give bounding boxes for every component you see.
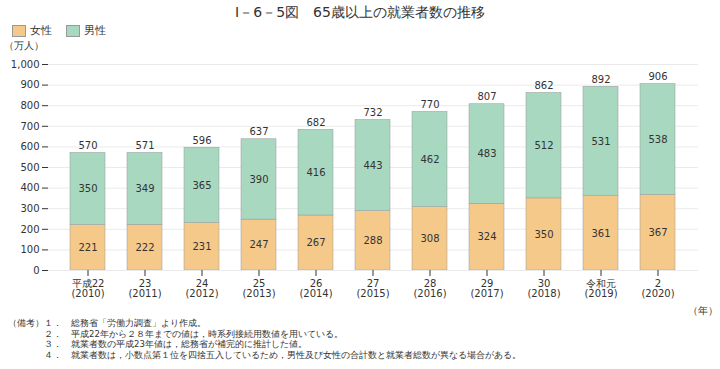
svg-text:29(2017): 29(2017) (470, 278, 503, 299)
svg-text:267: 267 (306, 237, 325, 248)
svg-text:平成22(2010): 平成22(2010) (71, 278, 104, 299)
svg-text:538: 538 (648, 134, 667, 145)
svg-text:350: 350 (534, 229, 553, 240)
svg-text:247: 247 (249, 239, 268, 250)
svg-text:570: 570 (78, 140, 97, 151)
svg-text:0: 0 (33, 265, 39, 276)
svg-text:30(2018): 30(2018) (527, 278, 560, 299)
svg-text:（万人）: （万人） (4, 40, 44, 51)
svg-text:24(2012): 24(2012) (185, 278, 218, 299)
svg-text:770: 770 (420, 99, 439, 110)
svg-text:324: 324 (477, 231, 496, 242)
svg-text:28(2016): 28(2016) (413, 278, 446, 299)
html-text:I－6－5図 65歳以上の就業者数の推移: I－6－5図 65歳以上の就業者数の推移 (235, 4, 485, 20)
svg-text:2(2020): 2(2020) (641, 278, 674, 299)
svg-text:906: 906 (648, 71, 667, 82)
html-text:男性: 男性 (84, 24, 106, 37)
svg-text:令和元(2019): 令和元(2019) (584, 278, 617, 299)
svg-text:443: 443 (363, 160, 382, 171)
svg-text:531: 531 (591, 136, 610, 147)
svg-text:596: 596 (192, 135, 211, 146)
svg-text:350: 350 (78, 183, 97, 194)
svg-text:416: 416 (306, 167, 325, 178)
svg-text:892: 892 (591, 74, 610, 85)
svg-text:390: 390 (249, 174, 268, 185)
svg-text:222: 222 (135, 242, 154, 253)
svg-text:25(2013): 25(2013) (242, 278, 275, 299)
svg-text:682: 682 (306, 117, 325, 128)
svg-text:807: 807 (477, 91, 496, 102)
svg-text:27(2015): 27(2015) (356, 278, 389, 299)
svg-text:349: 349 (135, 183, 154, 194)
svg-text:361: 361 (591, 228, 610, 239)
svg-text:700: 700 (20, 121, 39, 132)
svg-text:367: 367 (648, 227, 667, 238)
svg-text:462: 462 (420, 154, 439, 165)
svg-text:900: 900 (20, 79, 39, 90)
svg-text:512: 512 (534, 140, 553, 151)
svg-text:1,000: 1,000 (11, 59, 40, 70)
svg-text:800: 800 (20, 100, 39, 111)
svg-text:483: 483 (477, 148, 496, 159)
svg-text:500: 500 (20, 162, 39, 173)
svg-text:100: 100 (20, 244, 39, 255)
html-text:２． 平成22年から２８年までの値は，時系列接続用数値を用い: ２． 平成22年から２８年までの値は，時系列接続用数値を用いている。 (8, 328, 343, 339)
svg-text:221: 221 (78, 242, 97, 253)
svg-text:400: 400 (20, 182, 39, 193)
svg-text:600: 600 (20, 141, 39, 152)
svg-text:（年）: （年） (688, 305, 718, 316)
svg-text:365: 365 (192, 180, 211, 191)
svg-text:300: 300 (20, 203, 39, 214)
html-text:女性: 女性 (30, 24, 52, 37)
html-text:４． 就業者数は，小数点第１位を四捨五入しているため，男性及: ４． 就業者数は，小数点第１位を四捨五入しているため，男性及び女性の合計数と就業… (8, 349, 521, 360)
html-text:（備考）１． 総務省「労働力調査」より作成。: （備考）１． 総務省「労働力調査」より作成。 (8, 318, 206, 328)
html-text:３． 就業者数の平成23年値は，総務省が補完的に推計した値。: ３． 就業者数の平成23年値は，総務省が補完的に推計した値。 (8, 339, 307, 349)
svg-text:200: 200 (20, 224, 39, 235)
svg-text:231: 231 (192, 241, 211, 252)
svg-text:288: 288 (363, 235, 382, 246)
svg-text:862: 862 (534, 80, 553, 91)
svg-text:26(2014): 26(2014) (299, 278, 332, 299)
svg-text:637: 637 (249, 126, 268, 137)
svg-text:571: 571 (135, 140, 154, 151)
svg-text:308: 308 (420, 233, 439, 244)
svg-text:732: 732 (363, 107, 382, 118)
svg-text:23(2011): 23(2011) (128, 278, 161, 299)
